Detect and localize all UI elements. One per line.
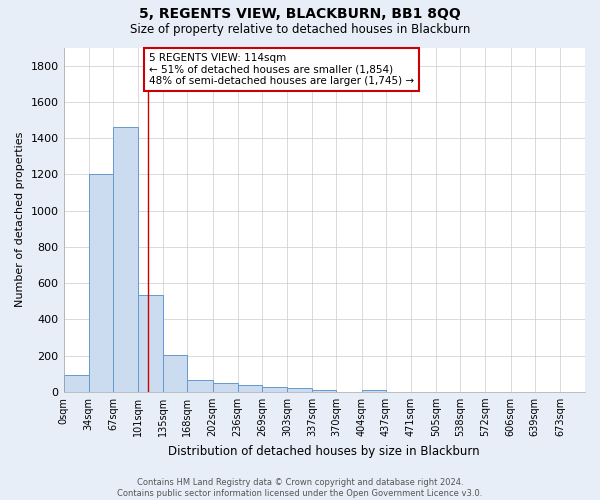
Bar xyxy=(287,388,312,392)
Bar xyxy=(312,390,337,392)
Bar xyxy=(238,384,262,392)
Bar xyxy=(212,382,238,392)
Text: 5, REGENTS VIEW, BLACKBURN, BB1 8QQ: 5, REGENTS VIEW, BLACKBURN, BB1 8QQ xyxy=(139,8,461,22)
Text: Size of property relative to detached houses in Blackburn: Size of property relative to detached ho… xyxy=(130,22,470,36)
Bar xyxy=(362,390,386,392)
Text: 5 REGENTS VIEW: 114sqm
← 51% of detached houses are smaller (1,854)
48% of semi-: 5 REGENTS VIEW: 114sqm ← 51% of detached… xyxy=(149,53,414,86)
Y-axis label: Number of detached properties: Number of detached properties xyxy=(15,132,25,308)
Bar xyxy=(163,354,187,392)
Bar xyxy=(187,380,212,392)
Bar xyxy=(64,376,89,392)
Bar xyxy=(138,295,163,392)
X-axis label: Distribution of detached houses by size in Blackburn: Distribution of detached houses by size … xyxy=(169,444,480,458)
Bar xyxy=(262,388,287,392)
Text: Contains HM Land Registry data © Crown copyright and database right 2024.
Contai: Contains HM Land Registry data © Crown c… xyxy=(118,478,482,498)
Bar xyxy=(113,127,138,392)
Bar xyxy=(89,174,113,392)
